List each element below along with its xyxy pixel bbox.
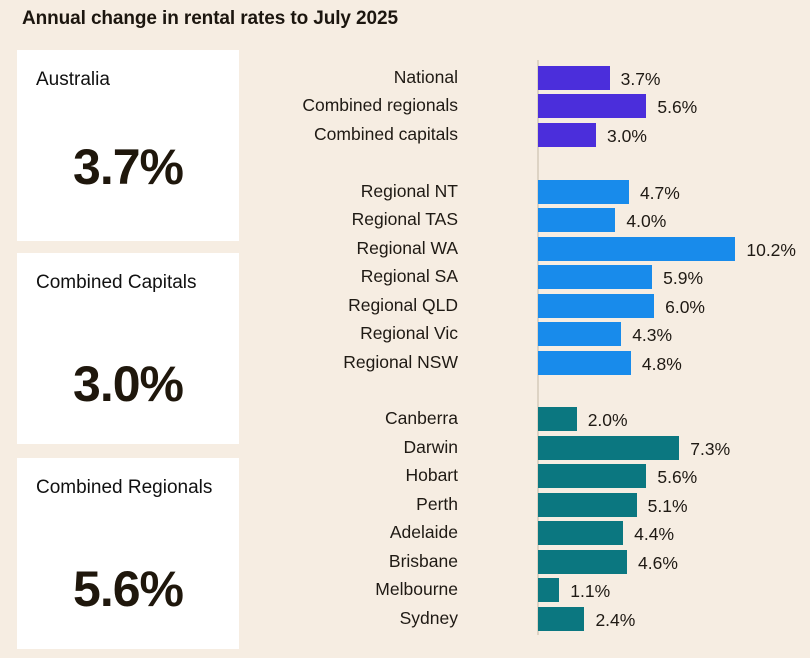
data-label: 4.4% <box>634 524 675 545</box>
card-label: Combined Capitals <box>36 272 197 293</box>
data-label: 3.7% <box>620 69 661 89</box>
bar <box>538 492 637 517</box>
card-value: 3.0% <box>73 356 184 412</box>
bar <box>538 464 647 489</box>
category-label: Regional QLD <box>348 294 458 315</box>
data-label: 5.9% <box>663 268 704 289</box>
category-label: Combined capitals <box>314 123 458 144</box>
data-label: 7.3% <box>690 438 731 459</box>
card-label: Combined Regionals <box>36 477 213 498</box>
card-value: 5.6% <box>73 561 184 617</box>
bar <box>538 265 653 290</box>
y-axis-line <box>537 60 539 635</box>
summary-card-australia: Australia 3.7% <box>17 50 239 241</box>
data-label: 4.0% <box>626 211 667 232</box>
category-label: Hobart <box>405 465 458 486</box>
data-label: 2.4% <box>595 609 636 630</box>
bar <box>538 66 610 90</box>
category-label: Regional NT <box>360 180 458 201</box>
bar <box>538 606 585 631</box>
data-label: 4.6% <box>638 552 678 573</box>
category-label: Regional Vic <box>360 323 458 344</box>
bar <box>538 122 597 147</box>
bar <box>538 179 629 204</box>
data-label: 10.2% <box>746 239 796 260</box>
category-label: Perth <box>416 493 458 514</box>
bar <box>538 236 736 261</box>
data-label: 4.8% <box>641 353 682 374</box>
bar <box>538 578 560 603</box>
category-label: Regional TAS <box>351 209 458 230</box>
category-label: National <box>393 67 458 87</box>
bar <box>538 549 627 574</box>
category-label: Darwin <box>403 436 458 457</box>
category-label: Regional SA <box>360 266 458 287</box>
bar <box>538 208 616 233</box>
category-label: Regional WA <box>356 237 458 258</box>
data-label: 5.6% <box>657 97 698 118</box>
chart-title: Annual change in rental rates to July 20… <box>22 8 398 29</box>
card-value: 3.7% <box>73 139 184 195</box>
category-label: Regional NSW <box>343 351 458 372</box>
data-label: 2.0% <box>587 410 628 431</box>
data-label: 6.0% <box>665 296 705 317</box>
summary-card-combined-capitals: Combined Capitals 3.0% <box>17 253 239 444</box>
card-label: Australia <box>36 69 110 90</box>
bar <box>538 293 655 318</box>
category-label: Adelaide <box>389 522 458 543</box>
data-label: 4.7% <box>639 182 680 203</box>
category-label: Combined regionals <box>302 95 458 116</box>
bar <box>538 407 577 432</box>
bar <box>538 350 631 375</box>
data-label: 5.6% <box>657 467 698 488</box>
bar <box>538 521 624 546</box>
category-label: Sydney <box>399 607 458 628</box>
data-label: 1.1% <box>570 581 611 602</box>
data-label: 4.3% <box>632 325 673 346</box>
data-label: 5.1% <box>647 495 688 516</box>
category-label: Brisbane <box>388 550 458 571</box>
category-label: Melbourne <box>375 579 458 600</box>
bar <box>538 435 680 460</box>
category-label: Canberra <box>385 408 458 429</box>
bar <box>538 94 647 119</box>
summary-card-combined-regionals: Combined Regionals 5.6% <box>17 458 239 649</box>
bar <box>538 322 622 347</box>
data-label: 3.0% <box>607 125 647 146</box>
